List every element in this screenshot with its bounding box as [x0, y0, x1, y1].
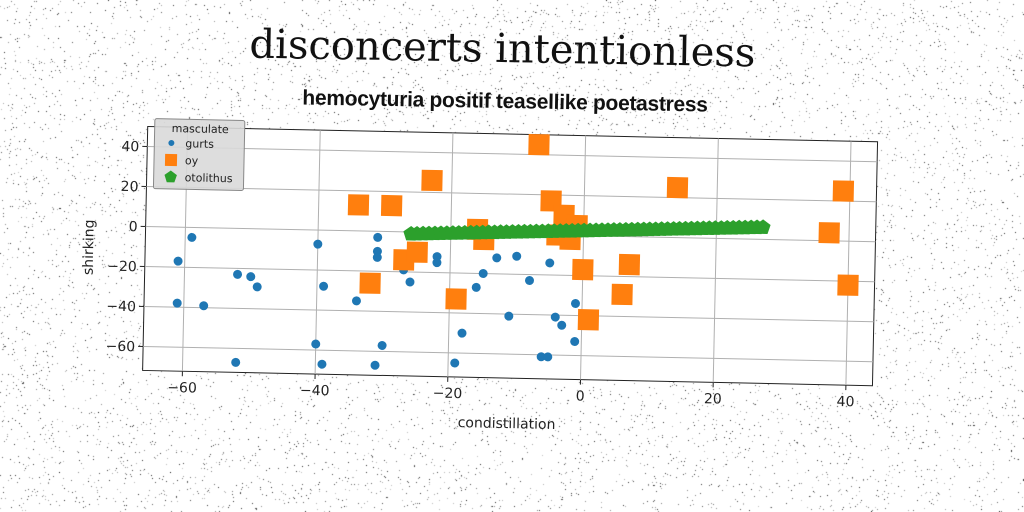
gurts-point	[405, 277, 415, 287]
gurts-point	[252, 282, 262, 292]
legend-items: gurts oy otolithus	[164, 137, 233, 185]
y-grid-line	[144, 265, 875, 283]
gurts-point	[545, 258, 555, 268]
y-tick-label: −60	[105, 339, 135, 356]
otolithus-point	[755, 219, 771, 234]
gurts-point	[187, 232, 197, 242]
gurts-point	[377, 340, 387, 350]
x-tick-label: −20	[433, 386, 463, 403]
gurts-point	[172, 298, 182, 308]
gurts-point	[199, 301, 209, 311]
y-tick-label: 40	[121, 139, 139, 155]
oy-point	[380, 194, 403, 217]
gurts-point	[173, 256, 183, 266]
y-tick-label: 20	[120, 179, 138, 195]
gurts-point	[450, 358, 460, 368]
y-tick-label: −20	[107, 259, 137, 276]
gurts-point	[512, 251, 522, 261]
y-tick-label: −40	[106, 299, 136, 316]
x-axis-ticks: −60 −40 −20 0 20 40	[167, 371, 855, 410]
gurts-point	[311, 339, 321, 349]
gurts-point	[557, 320, 567, 330]
y-axis-label: shirking	[81, 219, 98, 275]
y-axis-ticks: −60 −40 −20 0 20 40	[105, 139, 148, 356]
legend-box	[152, 118, 246, 191]
legend-label: otolithus	[185, 171, 233, 185]
legend-label: oy	[185, 154, 199, 167]
oy-point	[837, 274, 859, 296]
legend: masculate gurts oy otolithus	[152, 118, 246, 191]
x-axis-label: condistillation	[458, 415, 556, 433]
gurts-point	[536, 352, 546, 362]
x-grid-line	[712, 138, 719, 383]
gurts-point	[543, 352, 553, 362]
gurts-point	[570, 298, 580, 308]
oy-point	[406, 241, 428, 263]
gurts-point	[351, 296, 361, 306]
oy-point	[818, 222, 840, 244]
gurts-point	[373, 232, 383, 242]
gurts-point	[550, 312, 560, 322]
legend-marker-otolithus	[164, 170, 177, 183]
y-grid-line	[147, 145, 878, 163]
y-tick-label: 0	[129, 219, 138, 235]
oy-point	[577, 309, 600, 331]
oy-point	[572, 258, 594, 281]
y-grid-line	[143, 345, 873, 363]
gurts-point	[231, 357, 241, 367]
oy-point	[347, 194, 370, 216]
oy-point	[666, 176, 689, 199]
x-tick-label: −40	[300, 383, 330, 400]
oy-point	[832, 180, 855, 202]
plot-frame	[142, 125, 879, 387]
x-grid-line	[314, 130, 321, 375]
x-tick-label: 20	[704, 391, 722, 407]
gurts-point	[504, 311, 514, 321]
gurts-point	[370, 360, 380, 370]
oy-point	[445, 288, 467, 310]
legend-label: gurts	[185, 137, 214, 151]
x-tick-label: −60	[167, 380, 197, 397]
y-grid-line	[146, 185, 877, 203]
gurts-point	[478, 269, 488, 279]
x-grid-line	[580, 135, 587, 380]
gurts-point	[319, 281, 329, 291]
gurts-point	[492, 253, 502, 263]
x-tick-label: 0	[576, 389, 585, 405]
gurts-point	[457, 328, 467, 338]
gurts-point	[317, 359, 327, 369]
gurts-point	[471, 282, 481, 292]
oy-point	[611, 283, 633, 306]
legend-title: masculate	[172, 122, 230, 136]
gurts-point	[313, 239, 323, 249]
oy-point	[528, 133, 550, 156]
gurts-point	[432, 258, 442, 268]
oy-point	[359, 272, 381, 294]
x-tick-label: 40	[836, 394, 854, 410]
legend-marker-gurts	[168, 139, 175, 146]
oy-point	[421, 169, 443, 192]
oy-point	[618, 253, 641, 276]
gurts-point	[524, 276, 534, 286]
gurts-point	[246, 272, 256, 282]
gurts-point	[372, 252, 382, 262]
gurts-point	[570, 336, 580, 346]
plot-area: −60 −40 −20 0 20 40 −60 −40 −20 0 20 40 condistill…	[81, 118, 879, 433]
data-marks	[172, 133, 859, 370]
legend-marker-oy	[164, 153, 178, 167]
x-grid-line	[447, 132, 454, 377]
gurts-point	[233, 269, 243, 279]
